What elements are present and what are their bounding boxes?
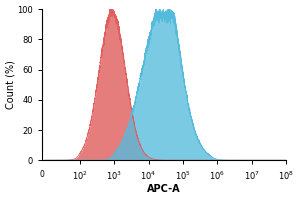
Y-axis label: Count (%): Count (%)	[6, 60, 16, 109]
X-axis label: APC-A: APC-A	[147, 184, 181, 194]
Text: 0: 0	[39, 170, 44, 179]
